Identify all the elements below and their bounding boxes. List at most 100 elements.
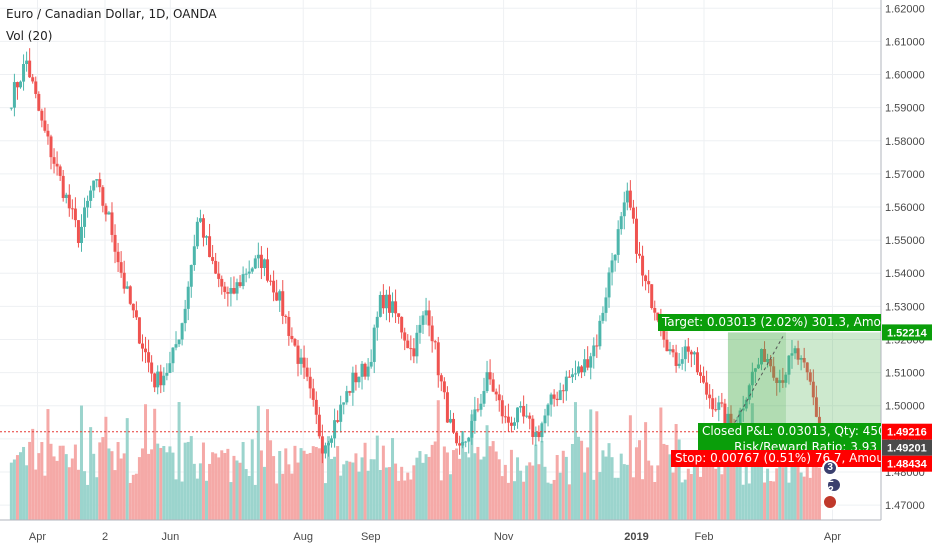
volume-bar xyxy=(753,442,757,520)
candle-body xyxy=(31,77,35,82)
candle-body xyxy=(73,208,77,221)
candle-body xyxy=(631,207,635,219)
volume-bar xyxy=(323,483,327,520)
candle-body xyxy=(519,406,523,408)
price-tick-label: 1.62000 xyxy=(885,3,925,15)
volume-bar xyxy=(67,467,71,520)
volume-bar xyxy=(577,436,581,520)
candle-body xyxy=(494,391,498,395)
volume-bar xyxy=(689,473,693,520)
position-target-label[interactable]: Target: 0.03013 (2.02%) 301.3, Amou xyxy=(657,314,881,332)
volume-bar xyxy=(223,452,227,520)
candle-body xyxy=(759,348,763,365)
candle-body xyxy=(503,416,507,418)
candle-body xyxy=(750,371,754,386)
price-tick-label: 1.60000 xyxy=(885,70,925,82)
price-tick-label: 1.47000 xyxy=(885,500,925,512)
volume-bar xyxy=(351,462,355,520)
candle-body xyxy=(705,382,709,395)
volume-bar xyxy=(458,458,462,520)
candle-body xyxy=(83,207,87,227)
volume-bar xyxy=(561,450,565,520)
candle-body xyxy=(46,130,50,137)
volume-bar xyxy=(61,445,65,520)
candle-body xyxy=(442,381,446,393)
volume-bar xyxy=(638,440,642,520)
candle-body xyxy=(70,208,74,210)
candle-body xyxy=(650,284,654,308)
candle-body xyxy=(214,260,218,274)
candle-body xyxy=(52,157,56,164)
volume-bar xyxy=(711,446,715,520)
candle-body xyxy=(290,335,294,340)
candle-body xyxy=(220,278,224,287)
volume-bar xyxy=(49,443,53,520)
comment-count-badge[interactable]: 2 2 xyxy=(826,474,843,496)
price-tick-label: 1.57000 xyxy=(885,169,925,181)
candle-body xyxy=(509,422,513,426)
candle-body xyxy=(180,323,184,340)
candle-body xyxy=(128,286,132,304)
candle-body xyxy=(512,422,516,426)
candle-body xyxy=(717,402,721,410)
candle-body xyxy=(339,404,343,422)
candle-body xyxy=(238,282,242,287)
volume-bar xyxy=(119,458,123,520)
volume-bar xyxy=(394,463,398,520)
idea-count-badge[interactable]: 3 xyxy=(822,459,839,476)
volume-bar xyxy=(601,450,605,520)
volume-bar xyxy=(232,455,236,520)
volume-bar xyxy=(278,451,282,520)
volume-bar xyxy=(448,474,452,520)
volume-bar xyxy=(659,407,663,520)
volume-bar xyxy=(320,449,324,520)
volume-bar xyxy=(220,450,224,520)
candle-body xyxy=(567,376,571,378)
candle-body xyxy=(345,391,349,403)
candle-body xyxy=(674,352,678,366)
volume-bar xyxy=(360,457,364,520)
volume-bar xyxy=(589,409,593,520)
candle-body xyxy=(525,415,529,417)
candle-body xyxy=(381,294,385,309)
candle-body xyxy=(357,376,361,383)
volume-bar xyxy=(656,465,660,520)
volume-bar xyxy=(811,453,815,520)
candle-body xyxy=(720,402,724,404)
candle-body xyxy=(808,372,812,382)
volume-bar xyxy=(720,474,724,520)
candle-body xyxy=(616,229,620,255)
candle-body xyxy=(641,255,645,276)
volume-bar xyxy=(763,482,767,520)
volume-bar xyxy=(195,478,199,520)
price-axis-marker-label: 1.48434 xyxy=(887,459,928,471)
user-avatar-icon[interactable] xyxy=(822,493,839,510)
volume-bar xyxy=(366,470,370,520)
candle-body xyxy=(64,194,68,198)
candle-body xyxy=(320,436,324,454)
candle-body xyxy=(119,262,123,273)
volume-bar xyxy=(619,453,623,520)
volume-bar xyxy=(241,442,245,520)
volume-bar xyxy=(424,454,428,520)
candle-body xyxy=(662,329,666,340)
position-stop-label[interactable]: Stop: 0.00767 (0.51%) 76.7, Amou xyxy=(670,449,881,467)
volume-bar xyxy=(491,441,495,520)
volume-bar xyxy=(625,464,629,520)
volume-bar xyxy=(89,427,93,520)
candle-body xyxy=(147,352,151,363)
volume-bar xyxy=(769,481,773,520)
volume-bar xyxy=(177,402,181,520)
candle-body xyxy=(668,349,672,352)
candle-body xyxy=(415,332,419,357)
volume-bar xyxy=(95,477,99,520)
candle-body xyxy=(778,380,782,383)
candle-body xyxy=(656,312,660,321)
volume-bar xyxy=(406,472,410,520)
candle-body xyxy=(208,236,212,258)
candle-body xyxy=(403,332,407,341)
volume-bar xyxy=(180,481,184,520)
position-closed-pnl-label[interactable]: Closed P&L: 0.03013, Qty: 450 xyxy=(697,422,881,440)
candle-body xyxy=(607,272,611,298)
